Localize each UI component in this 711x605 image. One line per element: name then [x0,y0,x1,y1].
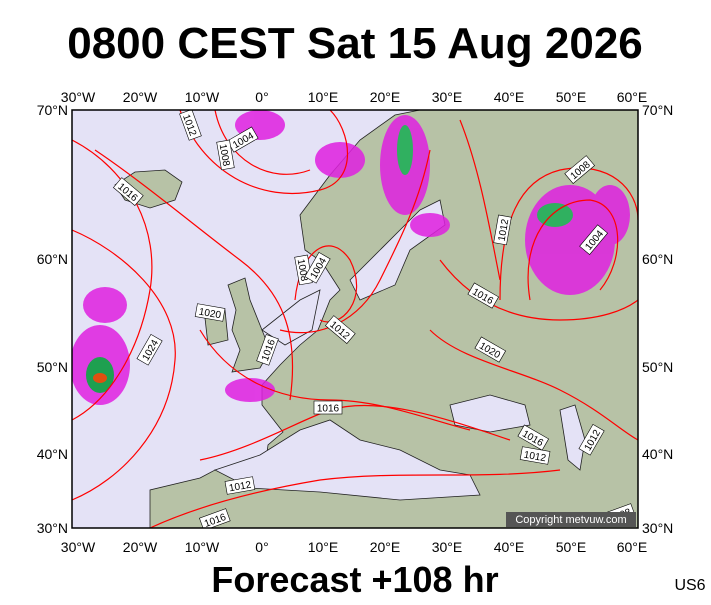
isobar-label-box [136,333,163,366]
latitude-label: 50°N [642,359,673,375]
black-sea [449,394,531,433]
isobar-label: 1012 [497,218,512,242]
isobar-label-box [304,251,331,284]
latitude-label: 70°N [37,102,68,118]
longitude-label: 50°E [556,539,587,555]
latitude-label: 70°N [642,102,673,118]
longitude-label: 10°W [185,539,220,555]
longitude-label: 30°E [432,89,463,105]
caspian [559,404,586,471]
isobar-label: 1012 [523,450,547,465]
copyright: Copyright metvuw.com [515,514,626,526]
longitude-label: 40°E [494,539,525,555]
forecast-label: Forecast +108 hr [211,559,498,600]
longitude-label: 30°W [61,89,96,105]
isobar-label: 1016 [317,404,340,415]
copyright-box [506,512,636,527]
isobar-label: 1008 [217,143,232,167]
rain-core [537,203,573,227]
isobar [279,149,431,334]
isobar-label-box [224,476,256,495]
longitude-label: 20°E [370,89,401,105]
latitude-label: 40°N [642,446,673,462]
longitude-label: 30°E [432,539,463,555]
mediterranean [213,419,481,501]
isobar-label: 1012 [228,480,252,495]
rain-area [410,213,450,237]
rain-area [225,378,275,402]
longitude-label: 10°E [308,539,339,555]
north-sea [261,289,321,346]
longitude-label: 0° [255,539,268,555]
longitude-label: 60°E [617,539,648,555]
model-code: US6 [674,577,705,594]
title: 0800 CEST Sat 15 Aug 2026 [67,19,643,68]
isobar-label-box [579,224,609,256]
isobar [149,469,561,528]
longitude-label: 40°E [494,89,525,105]
isobar-label-box [519,446,551,465]
latitude-label: 30°N [642,520,673,536]
great-britain [227,277,271,373]
isobar [72,139,153,421]
longitude-label: 50°E [556,89,587,105]
isobar [429,329,638,441]
latitude-label: 50°N [37,359,68,375]
longitude-label: 10°W [185,89,220,105]
isobar-label-box [194,303,226,322]
longitude-label: 10°E [308,89,339,105]
isobar-label-box [216,139,235,171]
latitude-label: 60°N [642,251,673,267]
isobar-label-box [564,155,596,185]
latitude-label: 40°N [37,446,68,462]
latitude-label: 30°N [37,520,68,536]
isobar-label-box [517,424,550,451]
longitude-label: 0° [255,89,268,105]
rain-core [93,373,107,383]
isobar [459,119,501,281]
longitude-label: 60°E [617,89,648,105]
latitude-label: 60°N [37,251,68,267]
rain-area [315,142,365,178]
isobar [179,110,348,195]
longitude-label: 30°W [61,539,96,555]
graticule-labels: 30°W 30°W 20°W 20°W 10°W 10°W 0° 0° 10°E 10°E 20°E… [37,89,674,555]
isobar [214,110,311,175]
isobar-label-box [324,315,356,345]
isobar [527,199,619,301]
rain-core [397,125,413,175]
map-frame [71,109,639,529]
longitude-label: 20°W [123,89,158,105]
isobar-label-box [199,508,231,528]
isobar-label-box [578,423,605,456]
longitude-label: 20°W [123,539,158,555]
isobar [94,149,294,401]
isobar-label-box [112,177,144,207]
isobar [199,329,471,431]
isobar [439,259,638,321]
longitude-label: 20°E [370,539,401,555]
isobar [72,229,176,501]
isobar-label-box [313,400,343,415]
isobar-label-box [467,282,500,309]
rain-area [83,287,127,323]
isobar-label-box [256,334,279,366]
isobar-label-box [474,336,507,363]
isobar-label: 1020 [198,307,222,322]
isobar-label-box [179,110,202,141]
inland-seas [213,199,586,501]
isobar-label-box [493,214,512,246]
